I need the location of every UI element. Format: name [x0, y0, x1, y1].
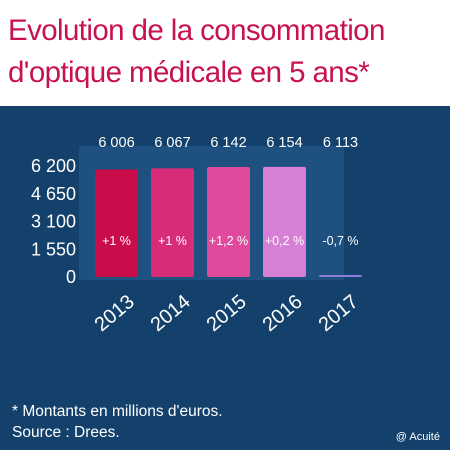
data-label: 6 006: [98, 135, 134, 151]
x-tick-label: 2016: [259, 291, 307, 336]
bar: [207, 167, 250, 277]
x-tick-label: 2013: [91, 291, 139, 336]
chart-title-line-2: d'optique médicale en 5 ans*: [8, 56, 370, 89]
data-label: 6 067: [154, 135, 190, 151]
footnote: * Montants en millions d'euros.: [12, 403, 223, 420]
bar-chart: 0 1 550 3 100 4 650 6 200 6 006 +1 % 2013 6 067 +…: [31, 135, 363, 336]
data-label: 6 154: [266, 135, 302, 151]
x-tick-label: 2017: [315, 291, 363, 336]
data-label: 6 142: [210, 135, 246, 151]
bar: [263, 166, 306, 277]
x-tick-label: 2014: [147, 291, 195, 336]
title-band: Evolution de la consommation d'optique m…: [0, 0, 450, 106]
y-tick-label: 4 650: [31, 184, 76, 204]
change-label: +1 %: [102, 234, 131, 248]
change-label: +0,2 %: [265, 234, 304, 248]
y-tick-label: 0: [66, 267, 76, 287]
chart-title-line-1: Evolution de la consommation: [8, 14, 385, 47]
y-tick-label: 3 100: [31, 212, 76, 232]
bar: [95, 169, 138, 277]
data-label: 6 113: [323, 135, 358, 151]
change-label: +1 %: [158, 234, 187, 248]
bar: [319, 275, 362, 277]
change-label: +1,2 %: [209, 234, 248, 248]
bar: [151, 168, 194, 277]
x-tick-label: 2015: [203, 291, 251, 336]
y-tick-label: 6 200: [31, 156, 76, 176]
credit-label: @ Acuité: [395, 431, 440, 443]
y-tick-label: 1 550: [31, 239, 76, 259]
source-note: Source : Drees.: [12, 424, 120, 441]
change-label: -0,7 %: [322, 234, 358, 248]
